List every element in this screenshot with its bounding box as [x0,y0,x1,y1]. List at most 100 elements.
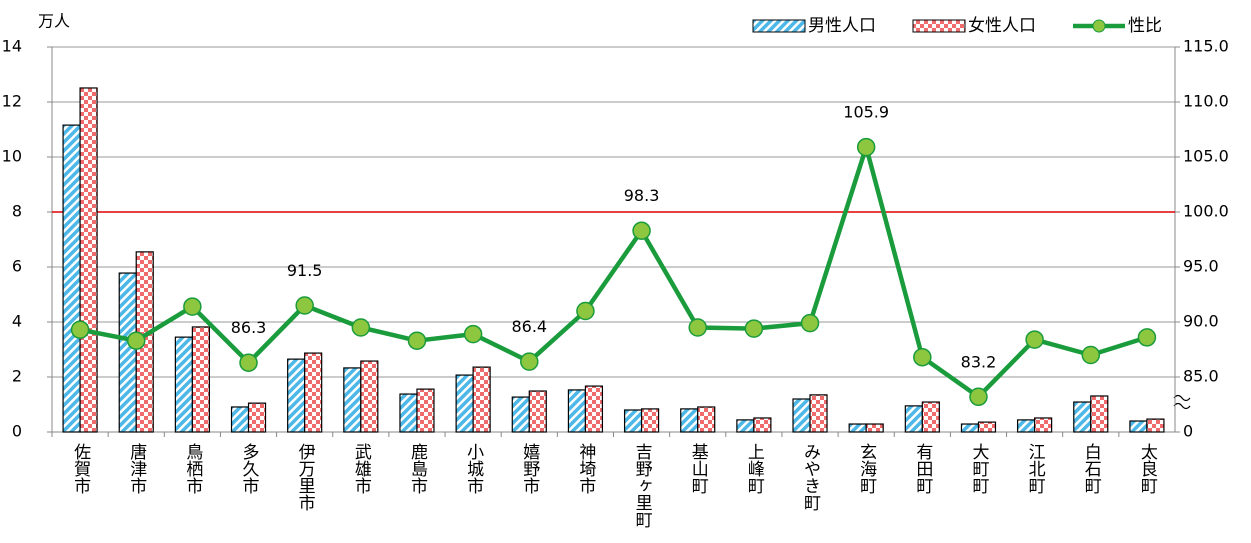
bar [399,393,418,433]
marker [239,353,258,372]
x-tick-label: 江北町 [1025,443,1046,494]
marker [70,320,90,339]
bar [1017,419,1036,433]
line [79,144,1148,400]
legend-label: 男性人口 [808,16,876,36]
marker [800,313,820,333]
x-tick-label: 多久市 [239,443,260,494]
marker [856,137,876,157]
data-label: 105.9 [843,103,889,122]
bar [191,326,210,433]
unit-label: 万人 [38,12,70,31]
bar [511,396,530,433]
marker [407,331,427,350]
bar [1090,395,1109,433]
bar [753,417,772,433]
data-label: 86.4 [511,317,547,336]
x-tick-label: 吉野ヶ里町 [632,443,653,528]
x-tick-label: 上峰町 [744,443,765,494]
legend-swatch [912,19,966,33]
bar [904,405,923,433]
bar [809,394,828,433]
x-tick-label: 小城市 [463,443,484,494]
marker [688,318,707,337]
marker [351,318,371,337]
y2-tick-label: 110.0 [1183,92,1229,111]
y-tick-label: 2 [12,367,22,386]
data-label: 86.3 [231,318,267,337]
y-tick-label: 0 [12,422,22,441]
y2-tick-label: 100.0 [1183,202,1229,221]
x-tick-label: 玄海町 [856,443,877,494]
bar [343,367,362,433]
bar [247,402,267,433]
y-tick-label: 12 [2,92,22,111]
bar [960,423,980,433]
marker [520,352,539,371]
x-tick-label: 唐津市 [126,442,147,494]
marker [126,331,146,350]
x-tick-label: 白石町 [1081,443,1102,494]
bar [62,124,81,433]
x-tick-label: 鳥栖市 [182,443,203,494]
y2-tick-label: 0 [1183,422,1193,441]
bar [680,408,699,433]
x-tick-label: 嬉野市 [519,443,540,494]
bar [848,423,867,433]
bar [977,421,997,433]
y2-tick-label: 105.0 [1183,147,1229,166]
legend-label: 女性人口 [968,16,1036,36]
marker [1137,328,1157,347]
marker [969,387,988,407]
x-tick-label: 基山町 [688,443,709,494]
y2-tick-label: 95.0 [1183,257,1219,276]
y-tick-label: 14 [2,37,22,56]
y-tick-label: 10 [2,147,22,166]
y-tick-label: 6 [12,257,22,276]
marker [1025,330,1044,349]
marker [463,324,483,344]
y-tick-label: 8 [12,202,22,221]
bar [118,272,137,433]
bar [79,87,98,433]
bar [865,423,884,433]
marker [576,301,595,321]
bar [567,389,587,433]
axis-break [1173,394,1191,410]
x-tick-label: 神埼市 [575,443,596,494]
bar [174,336,193,433]
x-tick-label: 佐賀市 [70,443,91,494]
bar [455,374,474,433]
legend-swatch [752,19,806,33]
bar [736,419,755,433]
y2-tick-label: 85.0 [1183,367,1219,386]
marker [295,296,314,315]
bar [921,401,940,433]
x-tick-label: 太良町 [1137,443,1158,494]
bar [1073,401,1092,433]
bar [697,406,716,433]
x-tick-label: 武雄市 [351,443,372,494]
bar [472,366,491,433]
marker [1081,345,1101,365]
bar [640,408,660,433]
x-tick-label: 伊万里市 [295,443,316,511]
y-tick-label: 4 [12,312,22,331]
bar [1129,420,1148,433]
data-label: 98.3 [624,186,660,205]
x-tick-label: みやき町 [800,443,820,511]
bar [792,398,811,433]
bar [528,390,547,433]
bar [1146,418,1165,433]
marker [744,319,764,338]
bar [230,406,250,433]
x-tick-label: 有田町 [912,443,933,494]
data-label: 91.5 [287,261,323,280]
legend-swatch [1092,19,1106,33]
bar [1034,417,1053,433]
bar [360,360,379,433]
x-tick-label: 大町町 [968,443,989,494]
bar [623,409,643,433]
y2-tick-label: 115.0 [1183,37,1229,56]
